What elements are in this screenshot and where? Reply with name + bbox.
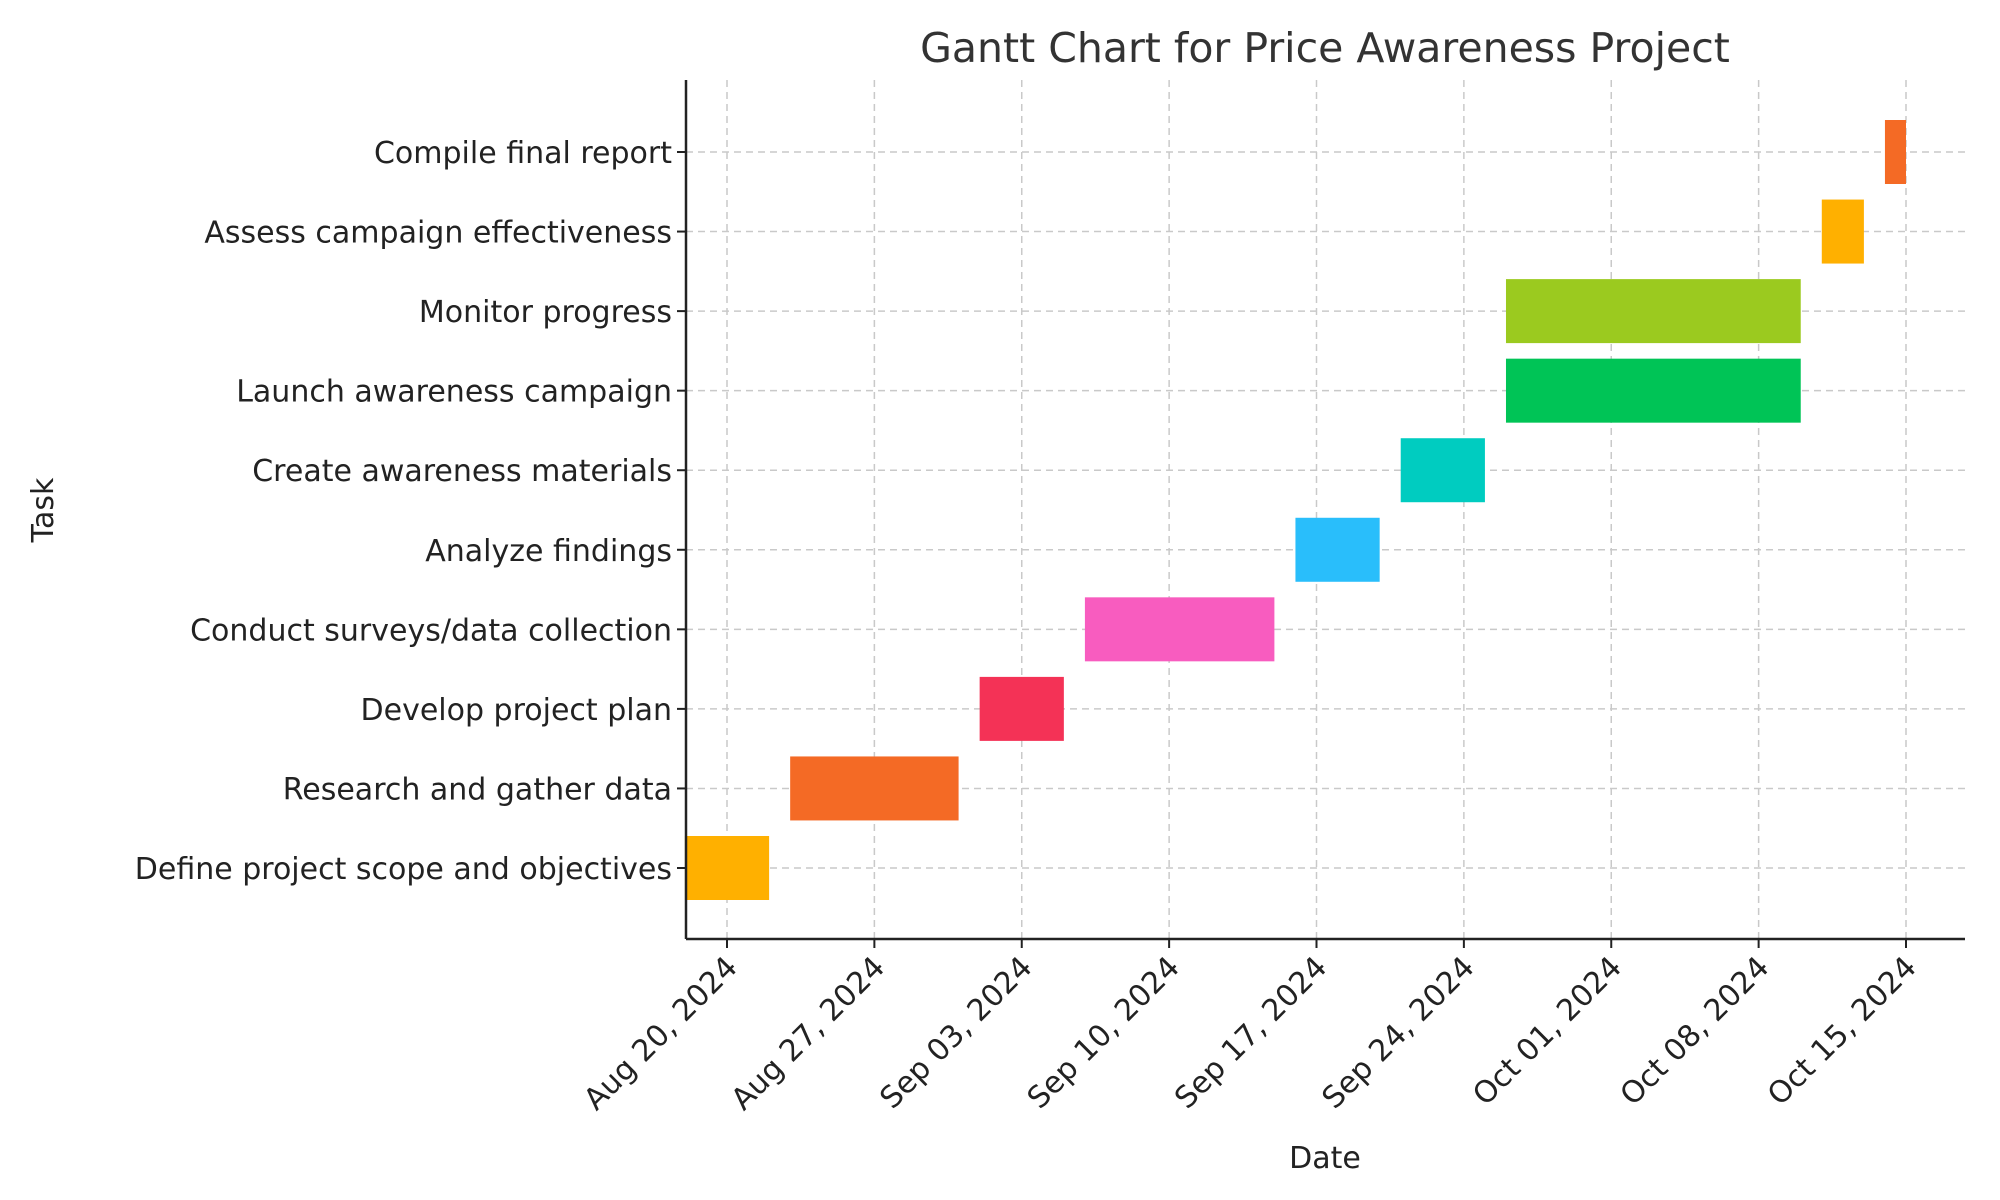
y-axis-label: Task — [26, 477, 61, 543]
x-tick-label: Sep 10, 2024 — [1021, 950, 1187, 1116]
task-label: Research and gather data — [283, 772, 672, 807]
x-tick-label: Aug 27, 2024 — [725, 950, 892, 1117]
x-tick-label: Oct 08, 2024 — [1614, 950, 1777, 1113]
task-bar — [1400, 438, 1485, 503]
task-label: Develop project plan — [361, 693, 672, 728]
task-label: Create awareness materials — [252, 454, 672, 489]
task-label: Define project scope and objectives — [135, 852, 672, 887]
x-tick-label: Oct 01, 2024 — [1466, 950, 1629, 1113]
task-label: Assess campaign effectiveness — [204, 216, 672, 251]
x-tick-label: Aug 20, 2024 — [577, 950, 744, 1117]
x-tick-label: Sep 03, 2024 — [873, 950, 1039, 1116]
task-bar — [1821, 199, 1864, 264]
axes — [684, 80, 1965, 941]
task-label: Analyze findings — [425, 534, 672, 569]
task-bar — [1884, 120, 1906, 184]
task-bar — [1505, 279, 1801, 344]
task-label: Monitor progress — [419, 295, 672, 330]
task-bar — [979, 676, 1064, 741]
task-label: Launch awareness campaign — [236, 375, 672, 410]
task-label: Conduct surveys/data collection — [190, 613, 672, 648]
x-tick-label: Sep 17, 2024 — [1168, 950, 1334, 1116]
task-bar — [684, 836, 770, 900]
x-tick-label: Oct 15, 2024 — [1761, 950, 1924, 1113]
task-label: Compile final report — [374, 136, 672, 171]
task-bar — [1295, 517, 1380, 582]
task-bar — [1505, 358, 1801, 423]
x-axis-label: Date — [1289, 1141, 1361, 1176]
x-tick-label: Sep 24, 2024 — [1316, 950, 1482, 1116]
task-bar — [1084, 597, 1275, 662]
bars — [684, 120, 1906, 900]
chart-title: Gantt Chart for Price Awareness Project — [920, 24, 1730, 72]
task-bar — [790, 756, 959, 821]
